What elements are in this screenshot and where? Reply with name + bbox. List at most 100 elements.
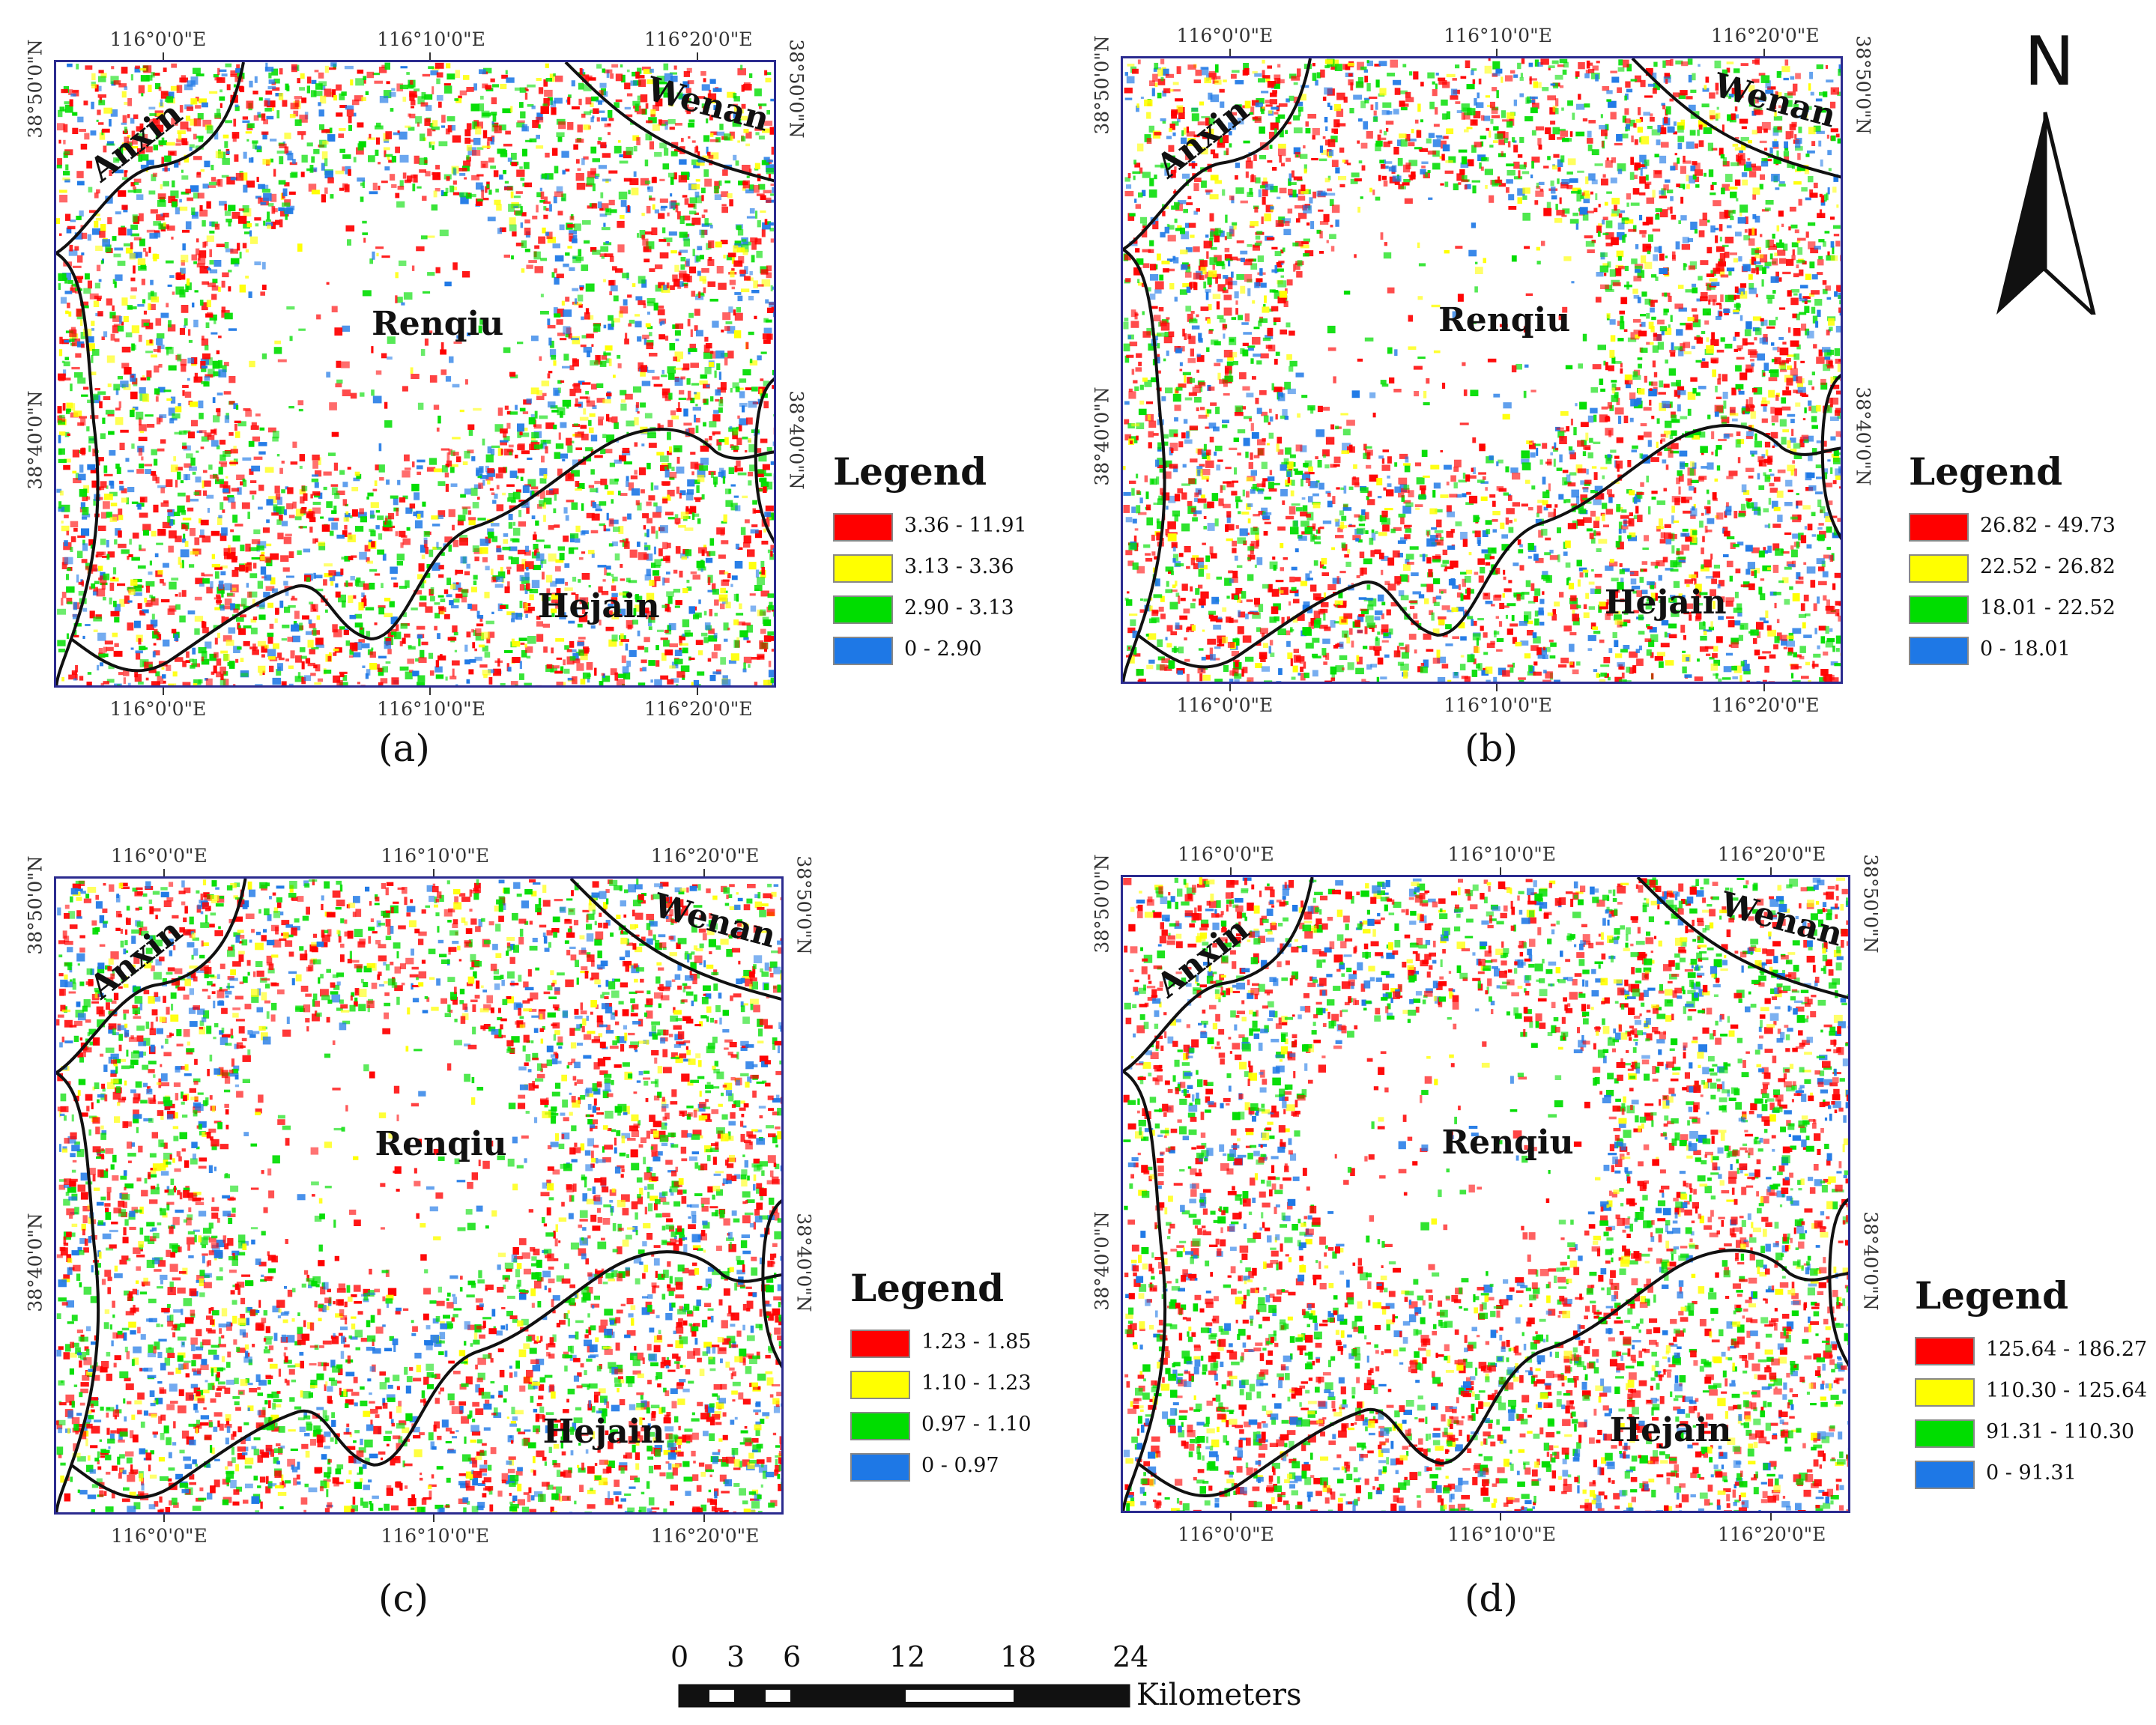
legend-label: 18.01 - 22.52 [1980, 596, 2116, 619]
lon-tick-label-top: 116°20'0"E [1710, 25, 1820, 46]
legend-swatch [1915, 1461, 1975, 1489]
tick-mark [696, 52, 698, 60]
tick-mark [163, 869, 166, 876]
tick-mark [1230, 1513, 1232, 1521]
legend-label: 0.97 - 1.10 [921, 1413, 1032, 1436]
tick-mark [1769, 867, 1772, 875]
tick-mark [1496, 684, 1498, 691]
scale-bar-tick: 6 [783, 1640, 802, 1673]
lat-tick-label-right: 38°40'0"N [785, 390, 808, 490]
lon-tick-label-bottom: 116°10'0"E [377, 698, 485, 720]
legend-label: 125.64 - 186.27 [1986, 1338, 2148, 1361]
tick-mark [433, 1515, 435, 1522]
tick-mark [1229, 49, 1231, 56]
lon-tick-label-bottom: 116°0'0"E [1176, 694, 1274, 716]
north-arrow-letter: N [2024, 22, 2075, 101]
place-hejain: Hejain [1609, 1410, 1732, 1449]
legend-swatch [833, 637, 893, 665]
lon-tick-label-bottom: 116°0'0"E [109, 698, 207, 720]
lon-tick-label-bottom: 116°10'0"E [1444, 694, 1552, 716]
lon-tick-label-top: 116°10'0"E [1447, 843, 1557, 865]
scale-bar-tick: 3 [727, 1640, 745, 1673]
tick-mark [1763, 684, 1765, 691]
lat-tick-label-right: 38°40'0"N [1859, 1211, 1882, 1311]
classified-raster [56, 879, 781, 1512]
tick-mark [696, 688, 698, 695]
lat-tick-label-right: 38°50'0"N [793, 855, 815, 955]
lat-tick-label-left: 38°50'0"N [24, 855, 46, 955]
legend-title: Legend [833, 449, 987, 494]
tick-mark [1229, 684, 1231, 691]
lon-tick-label-top: 116°10'0"E [1444, 25, 1552, 46]
map-panel-b [1121, 56, 1843, 684]
legend-swatch [1915, 1337, 1975, 1365]
place-hejain: Hejain [537, 586, 660, 625]
lon-tick-label-bottom: 116°0'0"E [1178, 1524, 1274, 1545]
legend-label: 1.23 - 1.85 [921, 1330, 1032, 1353]
lat-tick-label-right: 38°50'0"N [1852, 34, 1874, 135]
lat-tick-label-left: 38°40'0"N [24, 1213, 46, 1312]
tick-mark [703, 1515, 705, 1522]
lon-tick-label-bottom: 116°0'0"E [111, 1525, 208, 1547]
tick-mark [1230, 867, 1232, 875]
legend-label: 0 - 18.01 [1980, 637, 2071, 661]
lon-tick-label-top: 116°0'0"E [1176, 25, 1274, 46]
place-renqiu: Renqiu [375, 1125, 507, 1164]
lat-tick-label-right: 38°50'0"N [785, 38, 808, 139]
tick-mark [1496, 49, 1498, 56]
place-hejain: Hejain [542, 1412, 665, 1451]
legend-title: Legend [850, 1266, 1005, 1310]
legend-label: 91.31 - 110.30 [1986, 1420, 2135, 1443]
legend-swatch [850, 1371, 910, 1399]
lon-tick-label-top: 116°0'0"E [111, 845, 208, 867]
legend-label: 0 - 2.90 [904, 637, 982, 661]
tick-mark [429, 52, 431, 60]
legend-swatch [850, 1453, 910, 1482]
legend-swatch [1909, 595, 1969, 624]
legend-swatch [833, 595, 893, 624]
scale-bar-tick: 24 [1112, 1640, 1149, 1673]
lat-tick-label-right: 38°40'0"N [1852, 386, 1874, 486]
lon-tick-label-top: 116°20'0"E [644, 28, 753, 50]
panel-label: (c) [378, 1577, 429, 1620]
legend-label: 22.52 - 26.82 [1980, 555, 2116, 578]
tick-mark [1769, 1513, 1772, 1521]
lat-tick-label-left: 38°40'0"N [24, 390, 46, 490]
lon-tick-label-bottom: 116°20'0"E [1710, 694, 1820, 716]
tick-mark [433, 869, 435, 876]
map-panel-d [1121, 875, 1850, 1513]
lon-tick-label-top: 116°10'0"E [381, 845, 490, 867]
lon-tick-label-top: 116°20'0"E [650, 845, 760, 867]
legend-label: 0 - 0.97 [921, 1454, 999, 1477]
lon-tick-label-bottom: 116°20'0"E [650, 1525, 760, 1547]
legend-swatch [1909, 513, 1969, 542]
legend-label: 26.82 - 49.73 [1980, 514, 2116, 537]
legend-label: 2.90 - 3.13 [904, 596, 1014, 619]
place-renqiu: Renqiu [1441, 1124, 1574, 1162]
lon-tick-label-bottom: 116°10'0"E [1447, 1524, 1557, 1545]
place-hejain: Hejain [1604, 583, 1727, 622]
scale-bar: 0 3 6 12 18 24 Kilometers [670, 1640, 1352, 1723]
lon-tick-label-bottom: 116°20'0"E [1717, 1524, 1826, 1545]
lon-tick-label-top: 116°20'0"E [1717, 843, 1826, 865]
legend-label: 3.36 - 11.91 [904, 514, 1027, 537]
legend-swatch [850, 1330, 910, 1358]
tick-mark [162, 688, 164, 695]
lat-tick-label-left: 38°50'0"N [1091, 854, 1113, 954]
legend-swatch [1915, 1378, 1975, 1407]
legend-label: 110.30 - 125.64 [1986, 1379, 2148, 1402]
lat-tick-label-right: 38°50'0"N [1859, 854, 1882, 954]
tick-mark [162, 52, 164, 60]
panel-label: (b) [1465, 727, 1518, 770]
scale-bar-tick: 12 [889, 1640, 926, 1673]
scale-bar-graphic [678, 1684, 1130, 1708]
north-arrow-icon [1996, 112, 2096, 315]
lat-tick-label-left: 38°50'0"N [1091, 34, 1113, 135]
tick-mark [163, 1515, 166, 1522]
legend-swatch [1909, 554, 1969, 583]
legend-swatch [1909, 637, 1969, 665]
tick-mark [703, 869, 705, 876]
panel-label: (d) [1465, 1577, 1518, 1620]
place-renqiu: Renqiu [372, 304, 504, 343]
legend-swatch [833, 554, 893, 583]
